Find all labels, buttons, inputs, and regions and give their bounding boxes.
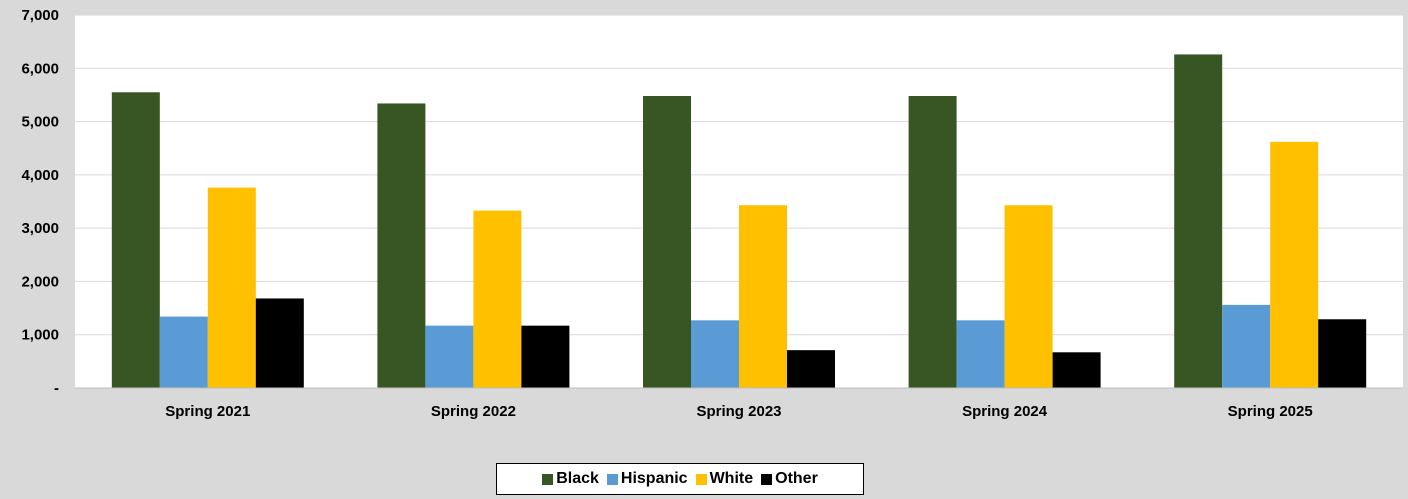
- legend-label: Black: [556, 470, 599, 487]
- y-tick-label: 4,000: [21, 167, 59, 184]
- legend-swatch: [606, 473, 618, 485]
- legend-item-other: Other: [761, 470, 818, 488]
- bar-black-1: [111, 92, 160, 388]
- x-axis-categories: Spring 2021 Spring 2022 Spring 2023 Spring …: [165, 403, 1312, 420]
- legend-label: White: [709, 470, 754, 487]
- legend-swatch: [695, 473, 707, 485]
- y-tick-label: -: [54, 380, 59, 397]
- x-category-label: Spring 2023: [696, 403, 781, 420]
- legend-item-hispanic: Hispanic: [606, 470, 688, 488]
- bar-white-3: [739, 205, 787, 388]
- x-category-label: Spring 2022: [431, 403, 516, 420]
- bar-hispanic-1: [159, 316, 208, 388]
- bar-other-5: [1318, 319, 1367, 388]
- y-tick-label: 6,000: [21, 60, 59, 77]
- y-tick-label: 1,000: [21, 327, 59, 344]
- bar-hispanic-4: [956, 320, 1005, 388]
- bars: [111, 54, 1367, 388]
- legend-label: Other: [775, 470, 818, 487]
- y-tick-label: 3,000: [21, 220, 59, 237]
- bar-white-2: [473, 210, 522, 388]
- bar-white-4: [1004, 205, 1053, 388]
- legend: Black Hispanic White Other: [496, 463, 864, 495]
- bar-black-4: [908, 95, 957, 388]
- y-tick-label: 2,000: [21, 273, 59, 290]
- bar-white-5: [1270, 141, 1319, 388]
- bar-other-4: [1052, 352, 1101, 388]
- bar-black-3: [643, 95, 691, 388]
- y-tick-label: 7,000: [21, 7, 59, 24]
- x-category-label: Spring 2021: [165, 403, 250, 420]
- bar-hispanic-3: [691, 320, 739, 388]
- bar-hispanic-5: [1222, 304, 1271, 388]
- legend-swatch: [761, 473, 773, 485]
- legend-swatch: [542, 473, 554, 485]
- x-category-label: Spring 2025: [1228, 403, 1313, 420]
- legend-label: Hispanic: [620, 470, 688, 487]
- y-axis-ticks: - 1,000 2,000 3,000 4,000 5,000 6,000 7,000: [21, 7, 59, 397]
- bar-hispanic-2: [425, 325, 474, 388]
- x-category-label: Spring 2024: [962, 403, 1048, 420]
- bar-black-2: [377, 103, 426, 388]
- y-tick-label: 5,000: [21, 114, 59, 131]
- bar-black-5: [1174, 54, 1223, 388]
- legend-item-black: Black: [542, 470, 599, 488]
- bar-other-2: [521, 325, 570, 388]
- bar-white-1: [207, 187, 256, 388]
- legend-item-white: White: [695, 470, 754, 488]
- bar-other-1: [255, 298, 304, 388]
- bar-other-3: [787, 350, 835, 388]
